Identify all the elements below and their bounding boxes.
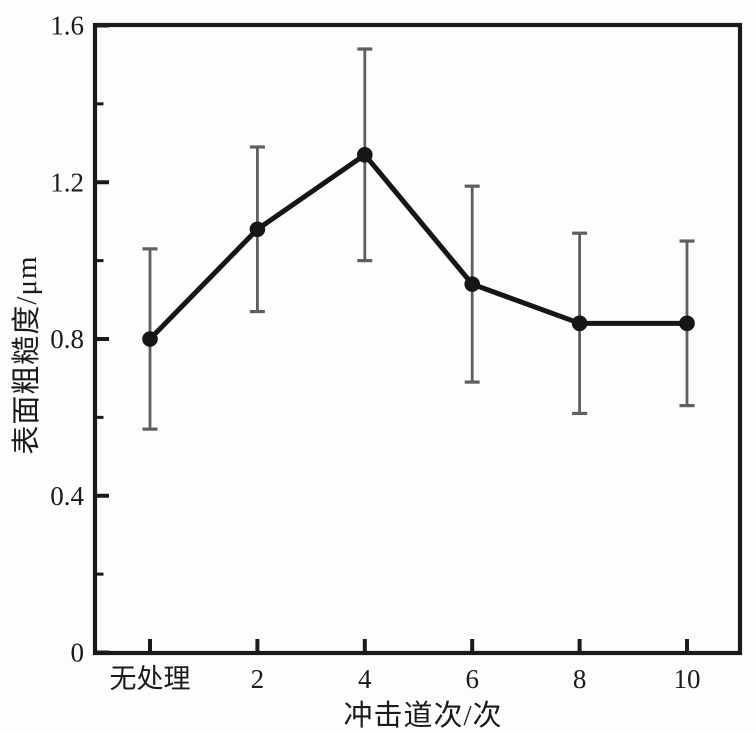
data-point-marker xyxy=(571,315,588,332)
x-tick-label: 6 xyxy=(465,664,479,694)
x-tick-label: 无处理 xyxy=(110,664,191,694)
y-tick-label: 1.6 xyxy=(50,11,84,41)
data-line xyxy=(147,152,690,342)
x-tick-label: 8 xyxy=(573,664,587,694)
x-axis-title: 冲击道次/次 xyxy=(343,700,503,732)
x-tick-label: 4 xyxy=(358,664,372,694)
y-axis-title: 表面粗糙度/μm xyxy=(11,255,43,455)
x-tick-label: 10 xyxy=(674,664,701,694)
y-tick-label: 0.8 xyxy=(50,324,84,354)
plot-frame xyxy=(92,22,743,656)
y-tick-label: 1.2 xyxy=(50,167,84,197)
data-point-marker xyxy=(249,221,266,238)
data-point-marker xyxy=(142,331,158,347)
data-point-marker xyxy=(464,276,481,292)
y-tick-label: 0.4 xyxy=(50,481,84,511)
data-point-marker xyxy=(357,147,373,163)
x-tick-label: 2 xyxy=(251,664,265,694)
y-tick-label: 0 xyxy=(71,638,85,668)
data-point-marker xyxy=(679,315,695,332)
